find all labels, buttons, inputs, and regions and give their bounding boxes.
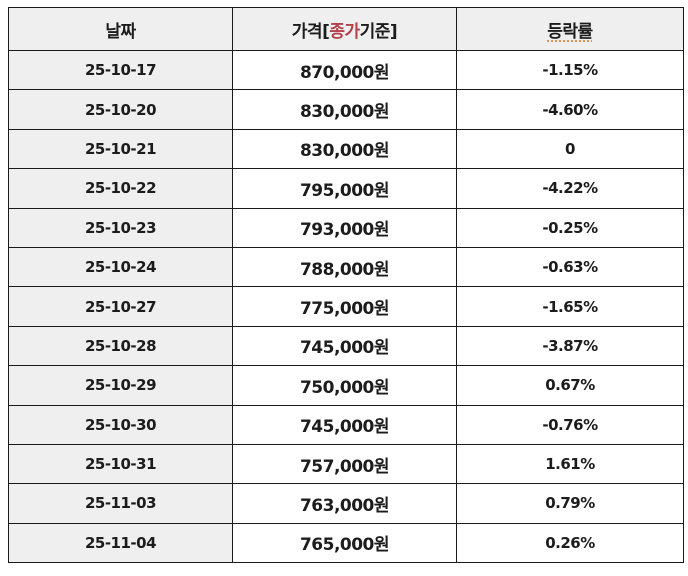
price-cell: 830,000원 (232, 128, 457, 170)
header-price-suffix: 기준] (359, 21, 398, 42)
table-row: 25-10-29 750,000원 0.67% (8, 365, 684, 406)
date-cell: 25-11-04 (8, 522, 233, 564)
table-row: 25-10-22 795,000원 -4.22% (8, 168, 684, 209)
change-cell: -0.25% (456, 207, 684, 248)
change-cell: -0.63% (456, 246, 684, 288)
date-cell: 25-10-21 (8, 128, 233, 170)
price-cell: 775,000원 (232, 286, 457, 327)
change-cell: -3.87% (456, 325, 684, 367)
change-cell: 0.26% (456, 522, 684, 564)
table-row: 25-10-27 775,000원 -1.65% (8, 286, 684, 327)
table-row: 25-10-17 870,000원 -1.15% (8, 49, 684, 91)
table-row: 25-10-30 745,000원 -0.76% (8, 404, 684, 445)
change-cell: -4.22% (456, 168, 684, 209)
price-cell: 795,000원 (232, 168, 457, 209)
header-price-prefix: 가격[ (291, 21, 330, 42)
date-cell: 25-11-03 (8, 483, 233, 524)
table-row: 25-10-24 788,000원 -0.63% (8, 246, 684, 288)
price-cell: 763,000원 (232, 483, 457, 524)
price-cell: 830,000원 (232, 89, 457, 130)
change-cell: 0.67% (456, 365, 684, 406)
table-row: 25-11-04 765,000원 0.26% (8, 522, 684, 564)
date-cell: 25-10-24 (8, 246, 233, 288)
date-cell: 25-10-29 (8, 365, 233, 406)
price-cell: 745,000원 (232, 404, 457, 445)
date-cell: 25-10-17 (8, 49, 233, 91)
date-cell: 25-10-20 (8, 89, 233, 130)
change-cell: -1.15% (456, 49, 684, 91)
date-cell: 25-10-23 (8, 207, 233, 248)
header-date: 날짜 (8, 7, 233, 51)
change-cell: 0 (456, 128, 684, 170)
header-price: 가격[종가기준] (232, 7, 457, 51)
price-cell: 870,000원 (232, 49, 457, 91)
date-cell: 25-10-31 (8, 443, 233, 485)
table-row: 25-11-03 763,000원 0.79% (8, 483, 684, 524)
price-cell: 788,000원 (232, 246, 457, 288)
price-cell: 745,000원 (232, 325, 457, 367)
date-cell: 25-10-27 (8, 286, 233, 327)
table-row: 25-10-21 830,000원 0 (8, 128, 684, 170)
change-cell: -1.65% (456, 286, 684, 327)
table-row: 25-10-28 745,000원 -3.87% (8, 325, 684, 367)
change-cell: -0.76% (456, 404, 684, 445)
header-price-highlight: 종가 (329, 21, 360, 42)
price-cell: 750,000원 (232, 365, 457, 406)
price-cell: 793,000원 (232, 207, 457, 248)
table-row: 25-10-31 757,000원 1.61% (8, 443, 684, 485)
header-change: 등락률 (456, 7, 684, 51)
table-header-row: 날짜 가격[종가기준] 등락률 (8, 7, 684, 51)
header-change-label: 등락률 (547, 21, 593, 42)
change-cell: 0.79% (456, 483, 684, 524)
stock-price-table: 날짜 가격[종가기준] 등락률 25-10-17 870,000원 -1.15%… (8, 7, 684, 564)
price-cell: 765,000원 (232, 522, 457, 564)
change-cell: 1.61% (456, 443, 684, 485)
date-cell: 25-10-22 (8, 168, 233, 209)
change-cell: -4.60% (456, 89, 684, 130)
date-cell: 25-10-28 (8, 325, 233, 367)
table-row: 25-10-23 793,000원 -0.25% (8, 207, 684, 248)
date-cell: 25-10-30 (8, 404, 233, 445)
price-cell: 757,000원 (232, 443, 457, 485)
table-row: 25-10-20 830,000원 -4.60% (8, 89, 684, 130)
